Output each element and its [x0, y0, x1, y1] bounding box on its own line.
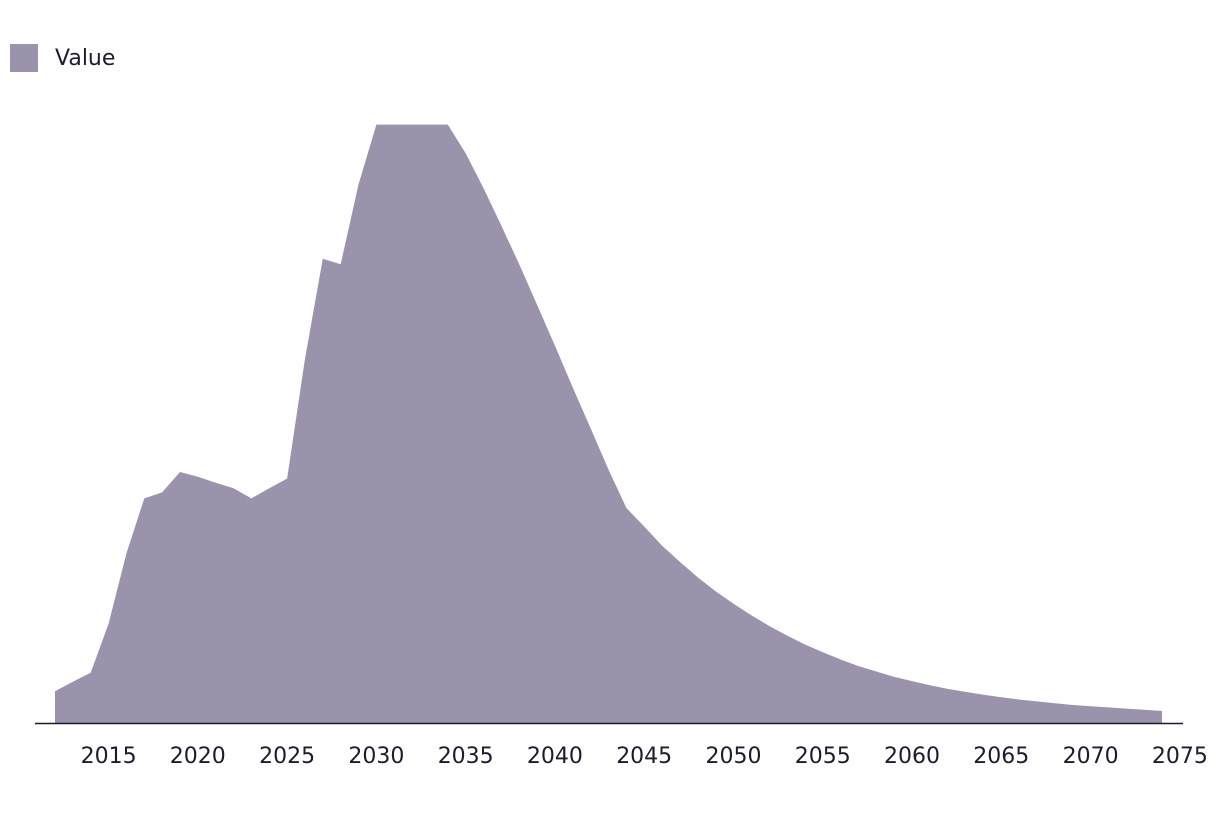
area-series [55, 124, 1162, 724]
x-tick-label: 2025 [259, 744, 315, 769]
x-tick-label: 2040 [527, 744, 583, 769]
legend-swatch [10, 44, 38, 72]
x-tick-label: 2015 [81, 744, 137, 769]
legend-label: Value [55, 45, 116, 71]
area-series-value [55, 124, 1162, 724]
legend: Value [10, 44, 115, 72]
x-tick-label: 2075 [1152, 744, 1208, 769]
x-tick-label: 2035 [438, 744, 494, 769]
x-tick-label: 2065 [973, 744, 1029, 769]
x-tick-label: 2055 [795, 744, 851, 769]
x-axis-ticks: 2015 2020 2025 2030 2035 2040 2045 2050 2055 2060… [81, 744, 1208, 769]
x-tick-label: 2020 [170, 744, 226, 769]
x-tick-label: 2070 [1063, 744, 1119, 769]
x-tick-label: 2050 [706, 744, 762, 769]
x-tick-label: 2030 [348, 744, 404, 769]
x-tick-label: 2045 [616, 744, 672, 769]
x-tick-label: 2060 [884, 744, 940, 769]
